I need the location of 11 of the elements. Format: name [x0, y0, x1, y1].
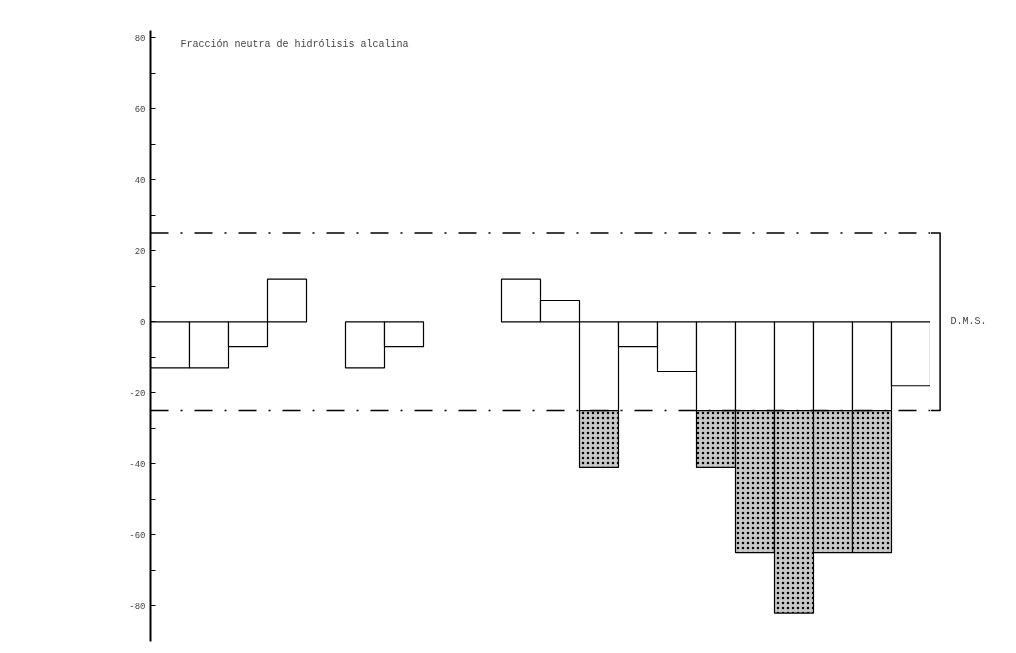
y-tick-label: 60 [134, 104, 146, 115]
y-tick-label: 80 [134, 33, 146, 44]
y-tick-label: 40 [134, 175, 146, 186]
y-tick-label: 20 [134, 246, 146, 257]
y-tick-label: -20 [129, 388, 146, 399]
y-tick-label: -80 [129, 601, 146, 612]
y-tick-label: -40 [129, 459, 146, 470]
y-tick-label: -60 [129, 530, 146, 541]
text: D.M.S. [950, 316, 987, 328]
y-tick-label: 0 [140, 317, 146, 328]
text: Fracción neutra de hidrólisis alcalina [180, 39, 409, 51]
